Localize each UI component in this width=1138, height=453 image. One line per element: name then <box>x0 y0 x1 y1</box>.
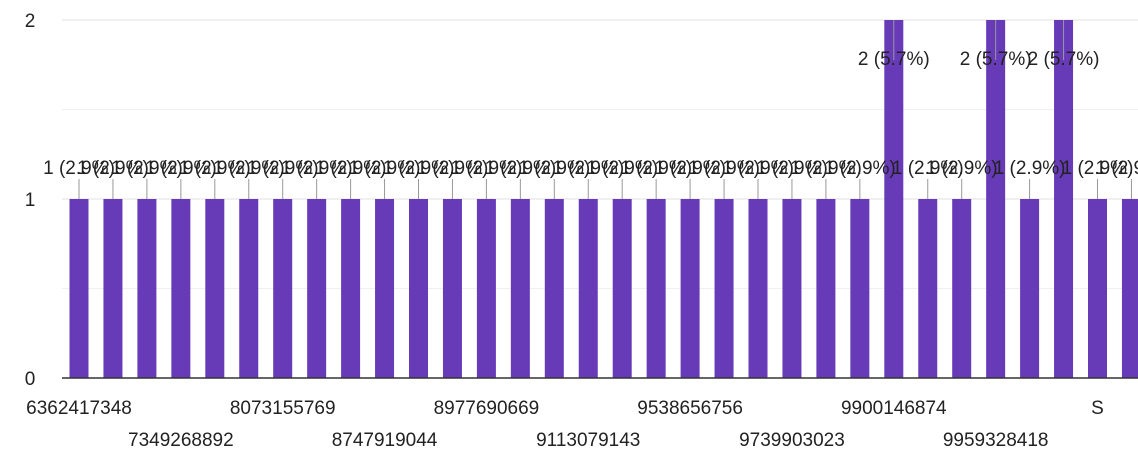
bar <box>918 199 938 378</box>
bar <box>273 199 293 378</box>
bar <box>476 199 496 378</box>
data-label: 1 (2.9%) <box>315 158 387 179</box>
data-label: 1 (2.9%) <box>688 158 760 179</box>
data-label: 1 (2.9%) <box>620 158 692 179</box>
data-label: 1 (2.9%) <box>213 158 285 179</box>
x-tick-label: 8977690669 <box>434 398 540 419</box>
bars <box>69 20 1138 378</box>
bar <box>103 199 123 378</box>
data-labels: 1 (2.9%)1 (2.9%)1 (2.9%)1 (2.9%)1 (2.9%)… <box>43 49 1138 179</box>
data-label: 1 (2.9%) <box>586 158 658 179</box>
y-tick-label: 2 <box>25 11 36 32</box>
data-label: 1 (2.9%) <box>383 158 455 179</box>
bar <box>612 199 632 378</box>
data-label: 1 (2.9%) <box>756 158 828 179</box>
x-tick-label: 9538656756 <box>637 398 743 419</box>
data-label: 1 (2.9%) <box>1096 158 1138 179</box>
y-axis-ticks: 0 1 2 <box>25 11 36 390</box>
bar <box>205 199 225 378</box>
bar <box>307 199 327 378</box>
bar <box>646 199 666 378</box>
data-label: 1 (2.9%) <box>926 158 998 179</box>
bar <box>442 199 462 378</box>
data-label: 1 (2.9%) <box>892 158 964 179</box>
bar <box>748 199 768 378</box>
x-tick-label: S <box>1091 398 1104 419</box>
data-label: 1 (2.9%) <box>552 158 624 179</box>
x-tick-label: 8073155769 <box>230 398 336 419</box>
data-label: 1 (2.9%) <box>417 158 489 179</box>
bar <box>680 199 700 378</box>
bar <box>137 199 157 378</box>
data-label: 1 (2.9%) <box>450 158 522 179</box>
data-label: 1 (2.9%) <box>722 158 794 179</box>
bar <box>1020 199 1040 378</box>
bar <box>1121 199 1138 378</box>
data-label: 1 (2.9%) <box>654 158 726 179</box>
x-axis-ticks: 6362417348 7349268892 8073155769 8747919044… <box>26 377 1138 451</box>
data-label: 1 (2.9%) <box>281 158 353 179</box>
bar <box>409 199 428 378</box>
x-tick-label: 9113079143 <box>536 430 640 451</box>
bar <box>578 199 598 378</box>
bar <box>884 20 904 378</box>
data-label: 1 (2.9%) <box>111 158 183 179</box>
y-tick-label: 1 <box>25 190 36 211</box>
data-label: 1 (2.9%) <box>145 158 217 179</box>
x-tick-label: 6362417348 <box>26 398 132 419</box>
x-tick-label: 9739903023 <box>739 430 845 451</box>
x-tick-label: 8747919044 <box>332 430 438 451</box>
data-label: 1 (2.9%) <box>994 158 1066 179</box>
data-label: 1 (2.9%) <box>77 158 149 179</box>
data-label: 1 (2.9%) <box>1062 158 1134 179</box>
bar <box>782 199 802 378</box>
bar <box>816 199 836 378</box>
bar <box>1054 20 1074 378</box>
data-label: 1 (2.9%) <box>179 158 251 179</box>
label-leader-lines <box>78 20 1132 199</box>
bar <box>952 199 972 378</box>
y-tick-label: 0 <box>25 369 36 390</box>
data-label: 1 (2.9%) <box>824 158 896 179</box>
bar <box>544 199 564 378</box>
x-tick-label: 9959328418 <box>943 430 1049 451</box>
data-label: 2 (5.7%) <box>960 49 1032 70</box>
bar <box>375 199 395 378</box>
data-label: 1 (2.9%) <box>484 158 556 179</box>
bar <box>986 20 1006 378</box>
data-label: 1 (2.9%) <box>247 158 319 179</box>
bar <box>171 199 191 378</box>
bar <box>714 199 734 378</box>
bar <box>69 199 89 378</box>
data-label: 1 (2.9%) <box>349 158 421 179</box>
bar <box>850 199 870 378</box>
data-label: 1 (2.9%) <box>518 158 590 179</box>
x-tick-label: 7349268892 <box>128 430 234 451</box>
data-label: 2 (5.7%) <box>1028 49 1100 70</box>
x-tick-label: 9900146874 <box>841 398 947 419</box>
data-label: 1 (2.9%) <box>790 158 862 179</box>
bar <box>239 199 259 378</box>
bar <box>341 199 361 378</box>
data-label: 1 (2.9%) <box>43 158 115 179</box>
bar <box>510 199 530 378</box>
data-label: 2 (5.7%) <box>858 49 930 70</box>
bar <box>1088 199 1107 378</box>
